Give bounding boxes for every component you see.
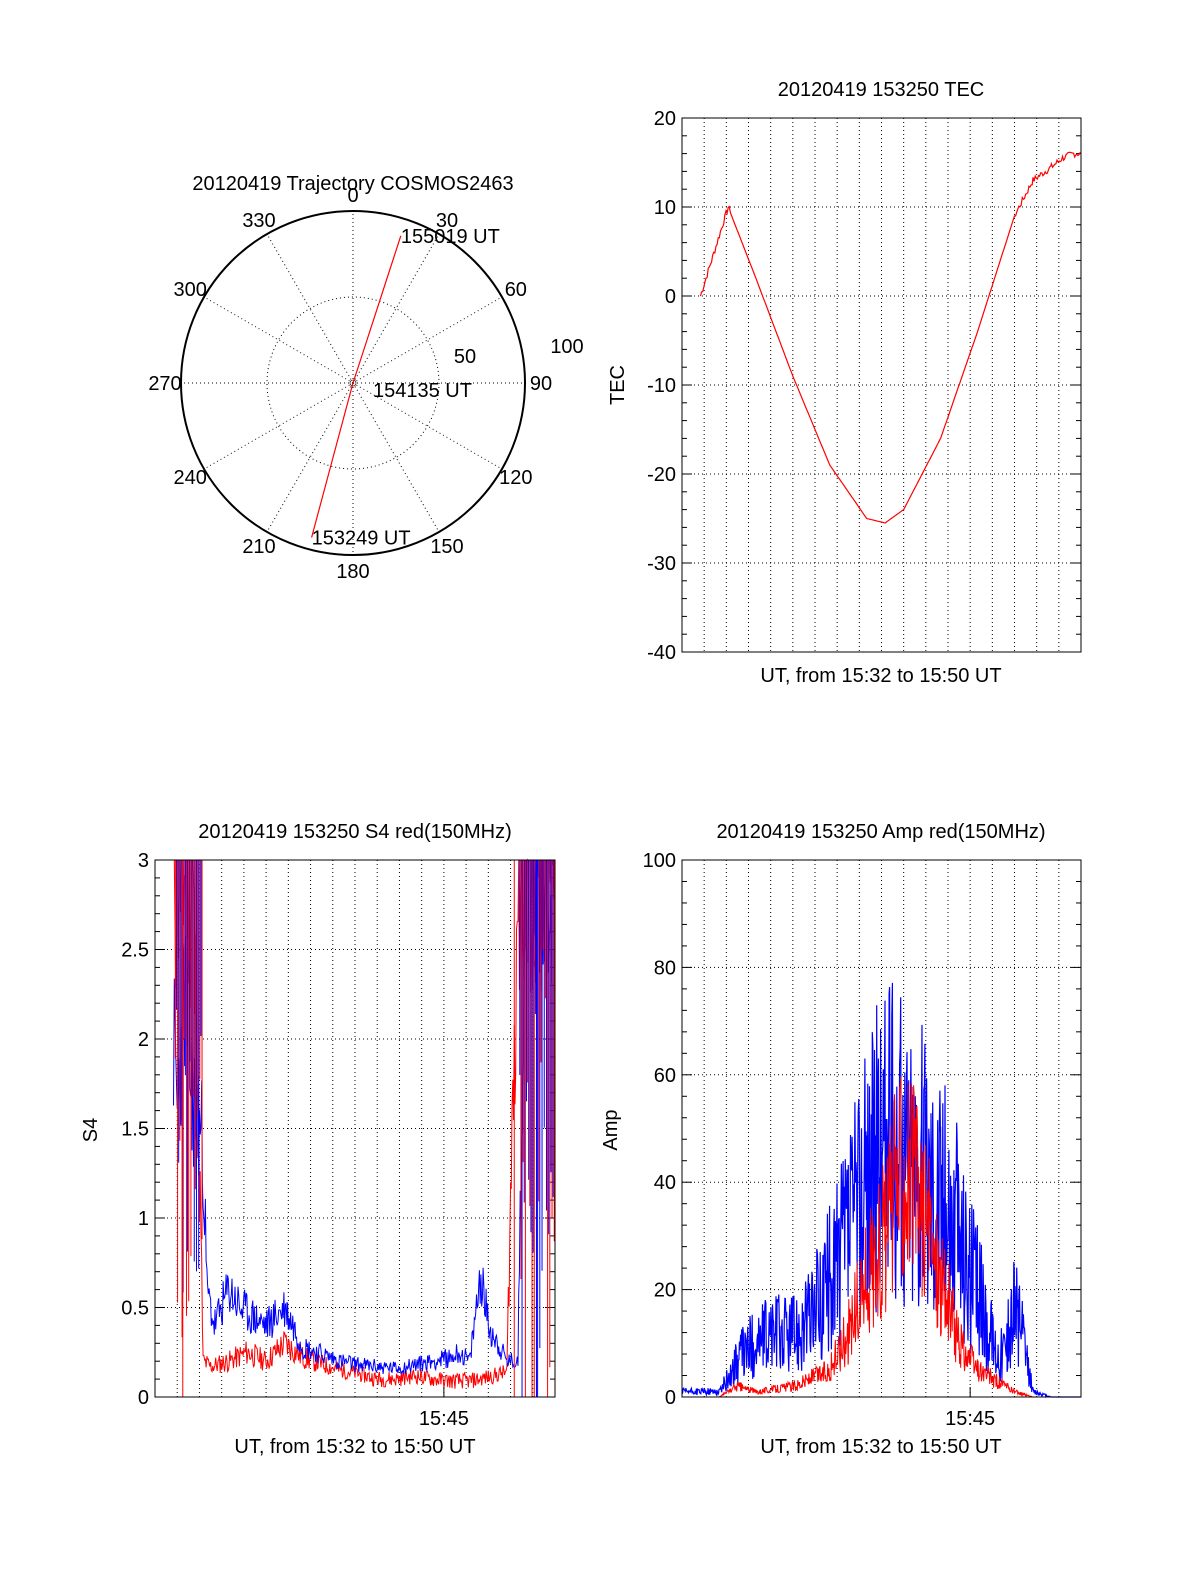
tec-y-tick-labels: 20 10 0 -10 -20 -30 -40 xyxy=(647,108,676,664)
amp-plot-frame xyxy=(681,859,1082,1398)
tec-line xyxy=(699,151,1081,524)
polar-angle-label: 30 xyxy=(436,210,458,232)
y-tick-label: 60 xyxy=(654,1065,676,1087)
polar-spoke xyxy=(203,382,354,470)
polar-angle-label: 270 xyxy=(148,373,181,395)
amp-chart: 20120419 153250 Amp red(150MHz) 100 80 60 4… xyxy=(600,821,1082,1458)
y-tick-label: 2 xyxy=(138,1029,149,1051)
s4-red-line xyxy=(173,858,556,1389)
s4-series xyxy=(173,858,556,1397)
polar-angle-label: 240 xyxy=(173,467,206,489)
y-tick-label: 0 xyxy=(138,1387,149,1409)
x-tick-label: 15:45 xyxy=(945,1408,995,1430)
tec-grid xyxy=(682,117,1081,653)
polar-spoke xyxy=(352,382,503,470)
polar-angle-label: 150 xyxy=(430,536,463,558)
polar-point-label: 153249 UT xyxy=(312,528,411,550)
y-tick-label: 20 xyxy=(654,1280,676,1302)
y-tick-label: 3 xyxy=(138,850,149,872)
polar-angle-label: 300 xyxy=(173,279,206,301)
tec-chart-title: 20120419 153250 TEC xyxy=(778,79,984,101)
polar-grid xyxy=(180,210,526,556)
polar-outer-circle xyxy=(180,210,526,556)
amp-y-axis-label: Amp xyxy=(600,1109,622,1150)
y-tick-label: -30 xyxy=(647,553,676,575)
polar-spoke xyxy=(266,233,354,384)
polar-angle-label: 60 xyxy=(505,279,527,301)
s4-x-axis-label: UT, from 15:32 to 15:50 UT xyxy=(234,1436,475,1458)
s4-chart-title: 20120419 153250 S4 red(150MHz) xyxy=(198,821,512,843)
y-tick-label: -20 xyxy=(647,464,676,486)
polar-trajectory-chart: 20120419 Trajectory COSMOS2463 0 30 60 90 12… xyxy=(148,173,583,583)
polar-spoke xyxy=(203,296,354,384)
y-tick-label: 40 xyxy=(654,1172,676,1194)
amp-chart-title: 20120419 153250 Amp red(150MHz) xyxy=(716,821,1045,843)
polar-radial-label: 50 xyxy=(454,346,476,368)
y-tick-label: 2.5 xyxy=(121,940,149,962)
s4-chart: 20120419 153250 S4 red(150MHz) 3 2.5 2 1.5 1… xyxy=(80,821,556,1458)
y-tick-label: 100 xyxy=(643,850,676,872)
y-tick-label: 0 xyxy=(665,286,676,308)
polar-radial-label: 100 xyxy=(550,336,583,358)
y-tick-label: 10 xyxy=(654,197,676,219)
y-tick-label: -10 xyxy=(647,375,676,397)
s4-blue-line xyxy=(173,859,555,1376)
polar-spoke xyxy=(352,296,503,384)
polar-spoke xyxy=(352,382,440,533)
polar-angle-label: 330 xyxy=(242,210,275,232)
tec-series xyxy=(699,151,1081,524)
polar-angle-label: 0 xyxy=(347,185,358,207)
polar-angle-label: 210 xyxy=(242,536,275,558)
y-tick-label: 0.5 xyxy=(121,1298,149,1320)
amp-y-tick-labels: 100 80 60 40 20 0 xyxy=(643,850,676,1409)
polar-spoke xyxy=(352,233,440,384)
y-tick-label: 80 xyxy=(654,957,676,979)
x-tick-label: 15:45 xyxy=(419,1408,469,1430)
polar-point-labels: 155019 UT 154135 UT 153249 UT xyxy=(312,226,500,550)
polar-angle-label: 180 xyxy=(336,561,369,583)
tec-chart: 20120419 153250 TEC 20 10 0 -10 -20 -30 -40 UT… xyxy=(607,79,1082,687)
tec-x-axis-label: UT, from 15:32 to 15:50 UT xyxy=(760,665,1001,687)
amp-blue-line xyxy=(681,982,1081,1399)
polar-spoke xyxy=(266,382,354,533)
polar-chart-title: 20120419 Trajectory COSMOS2463 xyxy=(192,173,513,195)
amp-x-axis-label: UT, from 15:32 to 15:50 UT xyxy=(760,1436,1001,1458)
polar-angle-label: 90 xyxy=(530,373,552,395)
y-tick-label: 1.5 xyxy=(121,1119,149,1141)
y-tick-label: 20 xyxy=(654,108,676,130)
tec-y-axis-label: TEC xyxy=(607,365,629,405)
polar-point-label: 155019 UT xyxy=(401,226,500,248)
s4-y-tick-labels: 3 2.5 2 1.5 1 0.5 0 xyxy=(121,850,149,1409)
amp-x-tick-labels: 15:45 xyxy=(945,1387,995,1430)
polar-point-label: 154135 UT xyxy=(373,380,472,402)
amp-series xyxy=(681,982,1081,1399)
polar-inner-circle xyxy=(266,296,440,470)
y-tick-label: -40 xyxy=(647,642,676,664)
polar-angle-label: 120 xyxy=(499,467,532,489)
s4-plot-frame xyxy=(154,859,556,1398)
polar-angle-labels: 0 30 60 90 120 150 180 210 240 270 300 330 50 100 xyxy=(148,185,583,583)
y-tick-label: 0 xyxy=(665,1387,676,1409)
polar-trajectory-line xyxy=(311,235,402,538)
polar-center-ring xyxy=(349,379,357,387)
s4-y-axis-label: S4 xyxy=(80,1118,102,1142)
amp-red-line xyxy=(682,1077,1081,1398)
polar-trajectory-series xyxy=(311,235,402,538)
s4-x-tick-labels: 15:45 xyxy=(419,1387,469,1430)
tec-plot-frame xyxy=(681,117,1082,653)
y-tick-label: 1 xyxy=(138,1208,149,1230)
